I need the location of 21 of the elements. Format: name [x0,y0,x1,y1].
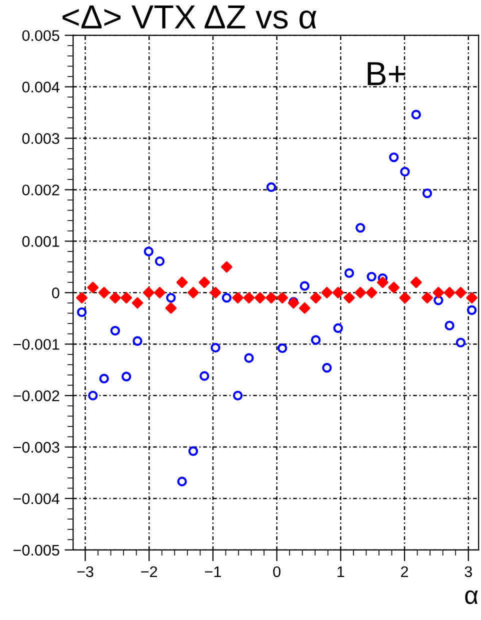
x-tick-label: −2 [141,566,158,577]
annotation: B+ [368,62,406,86]
x-tick-label: 0 [273,566,280,578]
y-tick-label: −0.003 [14,442,60,453]
x-axis-title: α [465,590,478,604]
y-tick-label: −0.005 [14,544,60,556]
x-tick-label: −3 [77,566,94,578]
x-tick-label: 1 [338,566,344,577]
x-tick-label: −1 [205,566,221,577]
y-tick-label: −0.004 [14,493,60,504]
y-tick-label: 0 [52,288,60,298]
y-tick-label: 0.004 [22,82,60,92]
y-tick-label: −0.002 [14,390,60,402]
y-tick-label: 0.002 [22,184,60,196]
x-tick-label: 3 [464,566,472,578]
chart-title: <Δ> VTX ΔZ vs α [62,5,316,29]
y-tick-label: 0.001 [22,236,60,247]
y-tick-label: 0.005 [22,30,60,42]
y-tick-label: −0.001 [14,338,60,350]
x-tick-label: 2 [401,566,408,577]
y-tick-label: 0.003 [22,133,60,144]
